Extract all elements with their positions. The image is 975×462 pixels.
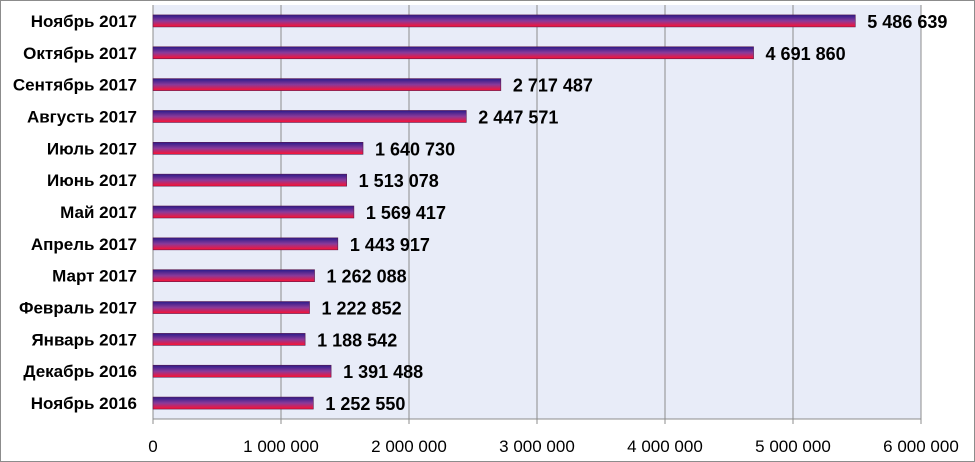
x-tick-label: 1 000 000 [243, 437, 319, 456]
bar [152, 14, 856, 28]
data-label: 4 691 860 [766, 44, 846, 64]
category-label: Декабрь 2016 [23, 362, 137, 381]
data-label: 1 252 550 [325, 394, 405, 414]
x-axis-ticks: 0 1 000 000 2 000 000 3 000 000 4 000 000 5 0… [148, 437, 959, 456]
data-label: 1 188 542 [317, 330, 397, 350]
bar [152, 78, 502, 91]
x-tick-label: 4 000 000 [627, 437, 703, 456]
category-label: Октябрь 2017 [23, 44, 137, 63]
category-label: Июль 2017 [47, 139, 137, 158]
category-labels: Ноябрь 2017 Октябрь 2017 Сентябрь 2017 Авгу… [13, 12, 137, 413]
data-label: 2 447 571 [478, 107, 558, 127]
bar [152, 46, 754, 60]
data-label: 2 717 487 [513, 76, 593, 96]
category-label: Авгуcть 2017 [27, 107, 137, 126]
x-tick-label: 5 000 000 [755, 437, 831, 456]
data-label: 1 262 088 [327, 267, 407, 287]
value-labels: 5 486 639 4 691 860 2 717 487 2 447 571 1 64… [317, 12, 947, 414]
data-label: 1 443 917 [350, 235, 430, 255]
x-tick-label: 6 000 000 [883, 437, 959, 456]
category-label: Март 2017 [52, 267, 137, 286]
data-label: 1 513 078 [359, 171, 439, 191]
data-label: 1 640 730 [375, 139, 455, 159]
x-tick-label: 0 [148, 437, 157, 456]
x-tick-label: 2 000 000 [371, 437, 447, 456]
category-label: Май 2017 [60, 203, 137, 222]
data-label: 1 391 488 [343, 362, 423, 382]
bar [152, 364, 332, 378]
category-label: Ноябрь 2016 [31, 394, 137, 413]
data-label: 1 569 417 [366, 203, 446, 223]
bar [152, 396, 314, 410]
bar [152, 237, 339, 251]
category-label: Февраль 2017 [19, 299, 137, 318]
category-label: Ноябрь 2017 [31, 12, 137, 31]
bar [152, 333, 306, 346]
category-label: Апрель 2017 [31, 235, 137, 254]
bar [152, 301, 310, 314]
x-tick-label: 3 000 000 [499, 437, 575, 456]
category-label: Июнь 2017 [47, 171, 137, 190]
bar [152, 269, 315, 282]
data-label: 5 486 639 [867, 12, 947, 32]
bar [152, 110, 467, 123]
category-label: Сентябрь 2017 [13, 76, 137, 95]
category-label: Январь 2017 [31, 330, 137, 349]
bar [152, 142, 364, 155]
bar [152, 205, 355, 219]
bar [152, 173, 347, 187]
data-label: 1 222 852 [322, 299, 402, 319]
bars [152, 14, 856, 410]
